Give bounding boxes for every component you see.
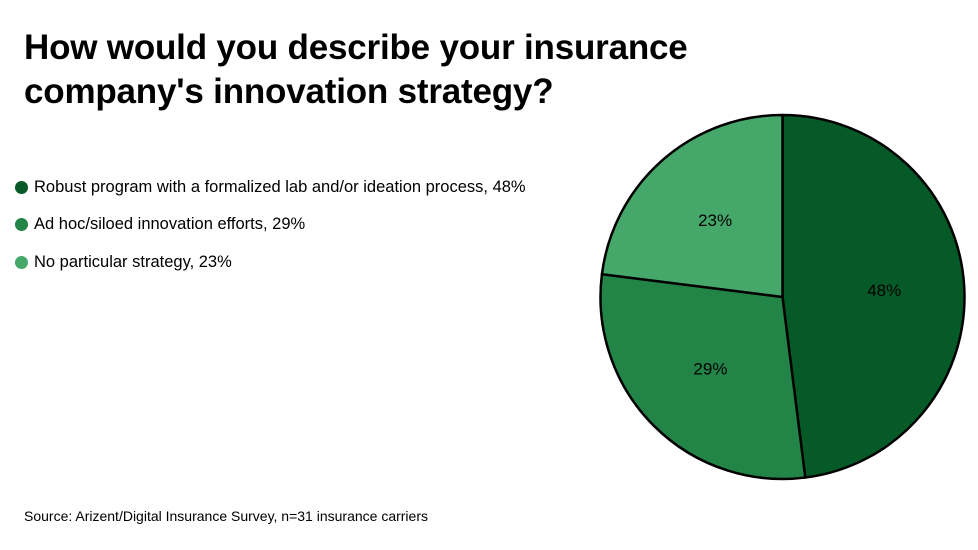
legend-item-no-strategy: No particular strategy, 23% bbox=[15, 251, 526, 273]
chart-title: How would you describe your insurance co… bbox=[24, 28, 688, 111]
slice-data-label: 48% bbox=[867, 281, 901, 300]
pie-slice-ad-hoc-efforts bbox=[599, 272, 807, 481]
legend-label: Robust program with a formalized lab and… bbox=[34, 177, 526, 196]
legend-label: Ad hoc/siloed innovation efforts, 29% bbox=[34, 215, 306, 233]
legend-swatch-icon bbox=[15, 180, 28, 194]
slice-data-label: 29% bbox=[693, 360, 727, 379]
legend: Robust program with a formalized lab and… bbox=[15, 176, 526, 289]
legend-item-robust-program: Robust program with a formalized lab and… bbox=[15, 176, 526, 198]
source-note: Source: Arizent/Digital Insurance Survey… bbox=[24, 508, 428, 524]
legend-swatch-icon bbox=[15, 218, 28, 231]
pie-slice-robust-program bbox=[781, 113, 966, 479]
legend-item-ad-hoc-efforts: Ad hoc/siloed innovation efforts, 29% bbox=[15, 214, 526, 236]
slice-data-label: 23% bbox=[698, 211, 732, 230]
pie-chart: 48% 29% 23% bbox=[599, 113, 966, 481]
legend-label: No particular strategy, 23% bbox=[34, 252, 232, 271]
legend-swatch-icon bbox=[15, 255, 28, 269]
pie-slice-no-strategy bbox=[600, 113, 784, 299]
